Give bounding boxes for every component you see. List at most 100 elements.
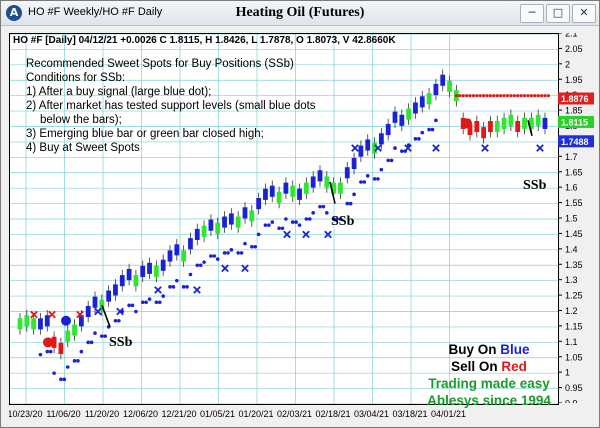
x-marker	[351, 144, 359, 152]
candle-bar	[283, 182, 289, 194]
support-dot	[331, 217, 336, 221]
y-tick-label: 1.2	[565, 306, 578, 316]
y-tick-label: 1.5	[565, 214, 578, 224]
candle-bar	[399, 114, 405, 126]
notes-item: 2) After market has tested support level…	[26, 100, 316, 126]
title-bar[interactable]: A HO #F Weekly/HO #F Daily Heating Oil (…	[1, 1, 599, 26]
ssb-annotation: SSb	[523, 178, 547, 193]
candle-bar	[508, 114, 514, 126]
candle-bar	[119, 275, 125, 287]
y-tick-label: 1.25	[565, 291, 583, 301]
candle-bar	[160, 259, 166, 271]
candle-bar	[324, 176, 330, 188]
maximize-button[interactable]: □	[546, 4, 570, 23]
resistance-dot	[543, 94, 547, 98]
resistance-dot	[478, 94, 482, 98]
candle-bar	[24, 315, 30, 327]
candle-bar	[38, 318, 43, 330]
resistance-dot	[512, 94, 516, 98]
resistance-dot	[471, 94, 476, 98]
candle-bar	[474, 120, 480, 133]
support-dot	[359, 180, 363, 184]
support-dot	[130, 303, 135, 308]
candle-bar	[181, 250, 187, 262]
x-tick-label: 11/06/20	[46, 409, 80, 419]
support-dot	[161, 294, 165, 298]
x-marker	[302, 230, 310, 239]
resistance-dot	[509, 94, 513, 98]
support-dot	[376, 177, 380, 181]
resistance-dot	[539, 94, 544, 98]
candle-bar	[378, 133, 384, 145]
candle-bar	[351, 157, 357, 170]
support-dot	[212, 254, 217, 258]
support-dot	[243, 241, 247, 246]
legend-sell-line: Sell On Red	[451, 359, 527, 374]
candle-bar	[235, 216, 241, 228]
x-marker	[404, 144, 412, 152]
support-dot	[413, 137, 418, 141]
candle-bar	[269, 185, 275, 197]
x-marker	[241, 264, 249, 273]
ssb-arrow	[101, 305, 111, 328]
support-dot	[229, 248, 234, 252]
price-chart[interactable]	[9, 33, 559, 405]
y-tick-label: 0.95	[565, 383, 583, 393]
candle-bar	[78, 315, 84, 327]
x-marker	[94, 307, 102, 316]
candle-bar	[17, 318, 23, 330]
candle-bar	[433, 83, 439, 96]
support-dot	[348, 201, 353, 206]
x-marker	[221, 264, 229, 273]
ssb-arrow	[527, 120, 533, 136]
close-button[interactable]: ✕	[572, 4, 596, 23]
resistance-dot	[492, 94, 496, 98]
candle-bar	[372, 142, 377, 154]
x-tick-label: 03/04/21	[354, 409, 389, 419]
candle-bar	[106, 290, 112, 302]
price-axis-canvas: 0.9 0.95 1 1.05 1.1 1.15 1.2 1.25 1.3 1.35 1.4 1.45…	[558, 29, 594, 409]
legend-buy-line: Buy On Blue	[448, 342, 530, 357]
legend-tagline: Trading made easy	[428, 376, 550, 391]
support-dot	[222, 251, 227, 255]
support-dot	[253, 244, 258, 249]
legend-buy-word: Blue	[500, 342, 530, 357]
support-dot	[427, 127, 431, 132]
y-tick-label: 0.9	[565, 399, 578, 404]
support-dot	[304, 217, 309, 221]
y-tick-label: 2.1	[565, 33, 578, 39]
candle-bar	[365, 139, 371, 151]
support-dot	[38, 352, 43, 357]
candle-bar	[92, 296, 98, 308]
x-marker	[193, 286, 201, 294]
support-dot	[171, 285, 176, 289]
candle-bar	[317, 170, 323, 182]
candle-bar	[174, 244, 180, 256]
resistance-dot	[458, 94, 462, 98]
y-tick-label: 1.7	[565, 152, 578, 162]
ssb-annotation: SSb	[331, 214, 355, 229]
minimize-button[interactable]: ─	[520, 4, 544, 23]
ssb-arrow	[329, 181, 336, 204]
x-tick-label: 02/18/21	[315, 409, 350, 419]
candle-bar	[215, 222, 221, 234]
resistance-dot	[475, 94, 479, 98]
y-tick-label: 1.05	[565, 352, 583, 362]
support-dot	[417, 137, 421, 141]
support-dot	[185, 285, 189, 289]
candle-bar	[331, 182, 337, 194]
support-dot	[345, 201, 350, 206]
price-axis: 0.9 0.95 1 1.05 1.1 1.15 1.2 1.25 1.3 1.35 1.4 1.45…	[558, 29, 596, 409]
support-dot	[157, 300, 162, 305]
buy-signal-dot	[61, 315, 71, 326]
chart-canvas[interactable]	[10, 33, 558, 405]
resistance-dot	[495, 94, 499, 98]
candle-bar	[344, 167, 350, 179]
candle-bar	[467, 124, 473, 136]
candle-bar	[310, 176, 316, 188]
notes-heading: Recommended Sweet Spots for Buy Position…	[26, 58, 294, 70]
candle-bar	[208, 219, 214, 231]
price-tag	[558, 115, 594, 128]
x-marker	[154, 286, 162, 294]
x-marker	[536, 144, 544, 152]
